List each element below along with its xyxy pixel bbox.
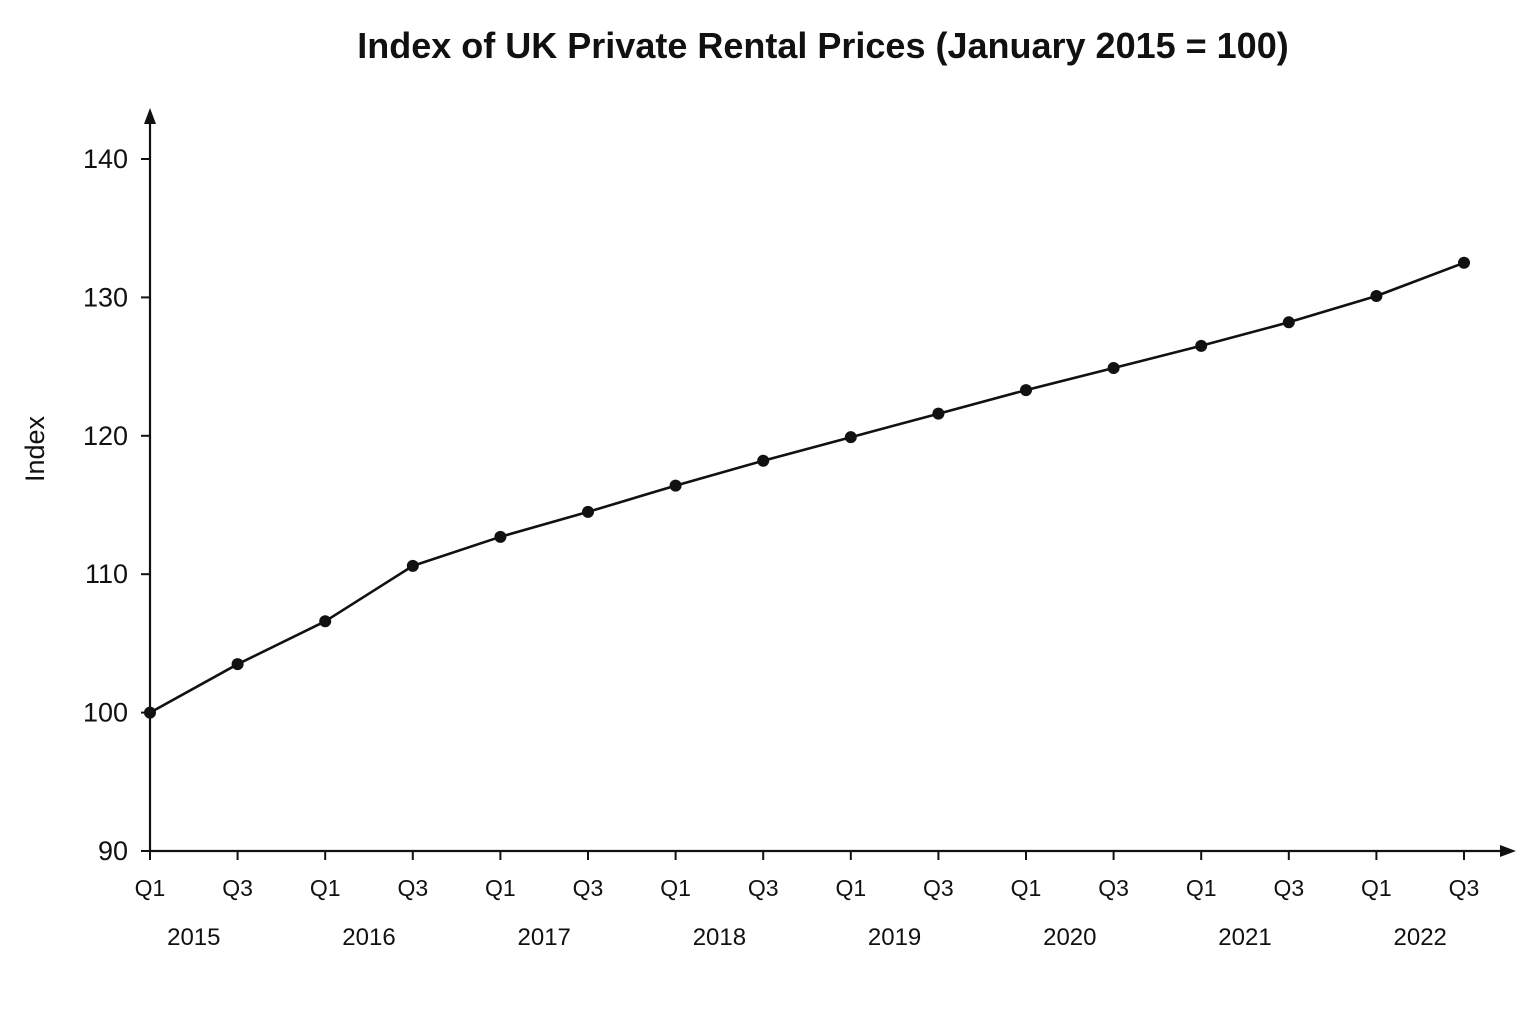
x-axis-ticks: Q1 Q3 Q1 Q3 Q1 Q3 Q1 Q3 Q1 Q3 Q1 Q3 Q1 Q3 Q1 Q3 — [135, 851, 1480, 901]
x-tick-label: Q3 — [923, 875, 954, 901]
x-tick-label: Q3 — [222, 875, 253, 901]
data-point — [1282, 316, 1295, 329]
data-point — [144, 706, 156, 719]
x-tick-label: Q1 — [1011, 875, 1042, 901]
data-point — [1195, 339, 1208, 352]
y-tick-label: 100 — [83, 698, 128, 728]
year-label: 2022 — [1394, 924, 1447, 951]
y-tick-label: 120 — [83, 421, 128, 451]
y-tick-label: 90 — [98, 836, 128, 866]
x-tick-label: Q3 — [1098, 875, 1129, 901]
x-tick-label: Q1 — [310, 875, 341, 901]
data-point — [582, 505, 594, 518]
x-tick-label: Q1 — [660, 875, 691, 901]
data-point — [406, 559, 419, 572]
data-point — [231, 658, 244, 671]
y-tick-label: 140 — [83, 144, 128, 174]
y-axis-ticks: 90 100 110 120 130 140 — [83, 144, 150, 866]
data-point — [1370, 290, 1383, 303]
data-point — [319, 615, 332, 628]
year-label: 2015 — [167, 924, 220, 951]
year-label: 2019 — [868, 924, 921, 951]
x-tick-label: Q1 — [1186, 875, 1217, 901]
x-tick-label: Q1 — [485, 875, 516, 901]
data-point — [669, 479, 682, 492]
data-point — [1107, 361, 1120, 374]
year-label: 2018 — [693, 924, 746, 951]
x-tick-label: Q3 — [1449, 875, 1480, 901]
x-tick-label: Q3 — [397, 875, 428, 901]
x-tick-label: Q1 — [1361, 875, 1392, 901]
data-point — [932, 407, 945, 420]
x-axis-arrowhead — [1500, 845, 1516, 857]
year-label: 2020 — [1043, 924, 1096, 951]
y-axis-title: Index — [20, 415, 50, 482]
x-tick-label: Q3 — [573, 875, 604, 901]
year-label: 2016 — [342, 924, 395, 951]
axes — [144, 108, 1516, 857]
data-point — [494, 530, 507, 543]
data-point — [1020, 384, 1032, 397]
y-tick-label: 110 — [85, 559, 128, 589]
data-point — [757, 454, 770, 467]
x-tick-label: Q1 — [835, 875, 866, 901]
y-tick-label: 130 — [83, 282, 128, 312]
x-axis-year-labels: 2015 2016 2017 2018 2019 2020 2021 2022 — [167, 924, 1447, 951]
year-label: 2017 — [518, 924, 571, 951]
series-line — [149, 261, 1465, 714]
x-tick-label: Q1 — [135, 875, 166, 901]
data-series — [144, 256, 1470, 719]
x-tick-label: Q3 — [748, 875, 779, 901]
chart-title: Index of UK Private Rental Prices (Janua… — [357, 25, 1288, 66]
data-point — [1458, 256, 1470, 269]
y-axis-arrowhead — [144, 108, 156, 124]
year-label: 2021 — [1218, 924, 1271, 951]
data-point — [844, 431, 857, 444]
x-tick-label: Q3 — [1273, 875, 1304, 901]
